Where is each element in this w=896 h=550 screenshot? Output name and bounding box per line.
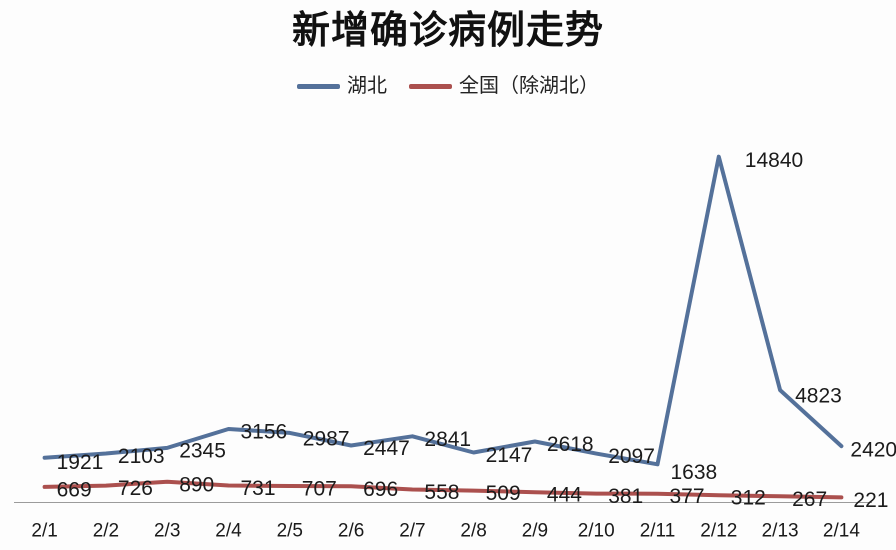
hubei-line-swatch [297, 83, 340, 89]
x-axis-label: 2/3 [154, 521, 180, 542]
hubei-data-label: 2147 [486, 444, 533, 467]
hubei-data-label: 2618 [547, 433, 594, 456]
legend: 湖北 全国（除湖北） [0, 76, 896, 96]
x-axis-label: 2/7 [399, 521, 425, 542]
hubei-data-label: 1638 [671, 461, 718, 484]
national-data-label: 509 [486, 482, 521, 505]
national-data-label: 731 [241, 477, 276, 500]
x-axis-label: 2/2 [93, 521, 119, 542]
hubei-data-label: 2987 [303, 427, 350, 450]
national-data-label: 726 [118, 477, 153, 500]
x-axis-label: 2/5 [277, 521, 303, 542]
hubei-data-label: 2097 [608, 445, 655, 468]
national-data-label: 312 [731, 487, 766, 510]
hubei-data-label: 4823 [795, 385, 842, 408]
x-axis-label: 2/9 [522, 521, 548, 542]
hubei-data-label: 14840 [745, 149, 803, 172]
national-data-label: 707 [302, 478, 337, 501]
national-data-label: 669 [57, 478, 92, 501]
legend-item-hubei: 湖北 [297, 76, 387, 96]
x-axis-label: 2/1 [31, 521, 57, 542]
x-axis-label: 2/13 [762, 521, 799, 542]
legend-item-national: 全国（除湖北） [409, 76, 599, 96]
hubei-data-label: 2103 [118, 445, 165, 468]
hubei-data-label: 1921 [57, 451, 104, 474]
x-axis-label: 2/10 [578, 521, 615, 542]
x-axis-label: 2/11 [640, 521, 676, 542]
x-axis-label: 2/12 [700, 521, 737, 542]
x-axis-label: 2/4 [215, 521, 242, 542]
hubei-data-label: 3156 [241, 421, 288, 444]
x-axis-label: 2/8 [460, 521, 486, 542]
legend-label-hubei: 湖北 [347, 75, 387, 97]
hubei-data-label: 2841 [424, 428, 471, 451]
national-data-label: 696 [363, 478, 398, 501]
national-data-label: 444 [547, 484, 582, 507]
national-data-label: 381 [608, 485, 643, 508]
legend-label-national: 全国（除湖北） [459, 75, 599, 97]
national-series-line [42, 479, 844, 500]
national-data-label: 377 [670, 485, 705, 508]
x-axis-label: 2/6 [338, 521, 364, 542]
x-axis-label: 2/14 [823, 521, 860, 542]
hubei-series-line [42, 154, 844, 467]
national-data-label: 890 [179, 473, 214, 496]
hubei-data-label: 2345 [179, 439, 226, 462]
hubei-data-label: 2420 [850, 439, 896, 462]
chart-title: 新增确诊病例走势 [291, 10, 604, 52]
national-data-label: 221 [853, 489, 888, 512]
national-data-label: 558 [424, 481, 459, 504]
national-data-label: 267 [792, 488, 827, 511]
national-line-swatch [409, 83, 452, 89]
hubei-data-label: 2447 [363, 437, 410, 460]
